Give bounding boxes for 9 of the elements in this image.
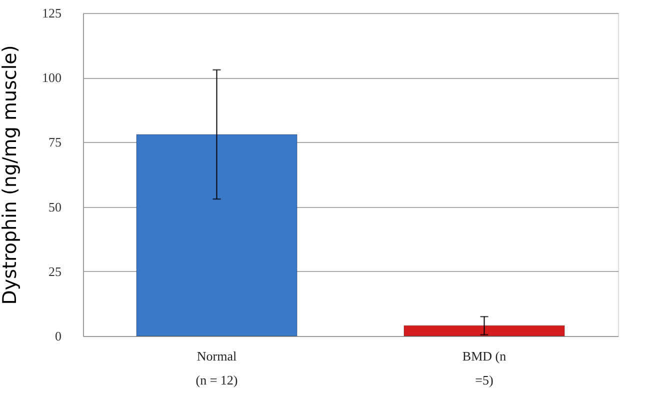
x-tick-label: Normal (n = 12)	[196, 348, 238, 388]
y-tick-label: 0	[55, 328, 62, 344]
x-tick-label: BMD (n =5)	[462, 348, 507, 388]
y-tick-label: 50	[48, 199, 62, 214]
y-axis-title: Dystrophin (ng/mg muscle)	[0, 45, 21, 305]
y-tick-label: 25	[48, 264, 62, 279]
y-tick-label: 125	[42, 6, 62, 20]
y-tick-label: 100	[42, 70, 62, 86]
y-tick-label: 75	[48, 134, 62, 150]
